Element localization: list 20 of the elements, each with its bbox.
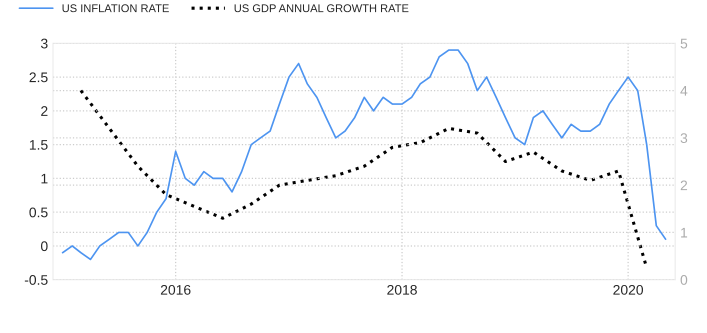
y-tick-label: 3	[40, 38, 48, 48]
y-tick-label: 0.5	[29, 208, 48, 218]
legend-label: US INFLATION RATE	[62, 4, 169, 12]
y-tick-label: 1.5	[30, 140, 48, 150]
x-tick-label: 2020	[613, 284, 644, 295]
y-tick-label: 1	[42, 174, 48, 184]
line-series	[62, 49, 666, 260]
y-tick-label: 0	[40, 241, 48, 252]
x-tick-label: 2016	[160, 284, 190, 295]
y-tick-label: 2.5	[30, 72, 48, 82]
x-tick-label: 2018	[387, 284, 417, 295]
y2-tick-label: 2	[680, 180, 688, 190]
y-tick-label: 2	[41, 106, 48, 116]
legend-label: US GDP ANNUAL GROWTH RATE	[234, 4, 408, 12]
y2-tick-label: 4	[680, 86, 688, 96]
y2-tick-label: 1	[681, 228, 688, 238]
y-tick-label: -0.5	[24, 275, 48, 285]
y2-tick-label: 3	[680, 133, 688, 144]
y2-tick-label: 0	[680, 275, 688, 285]
y2-tick-label: 5	[680, 38, 688, 48]
